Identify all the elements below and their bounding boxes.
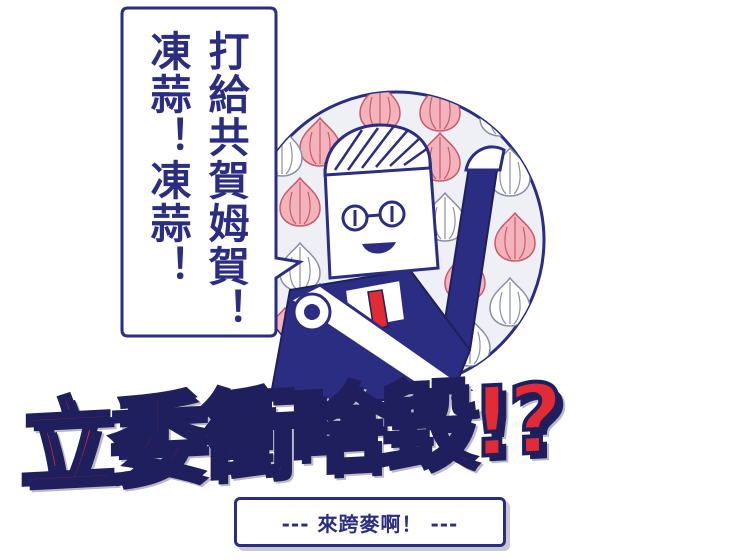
garlic-icon: [419, 92, 461, 132]
garlic-icon: [479, 92, 521, 137]
speech-line-2: 凍蒜！凍蒜！: [143, 30, 191, 288]
speech-line-1: 打給共賀姆賀！: [201, 30, 249, 331]
politician-body: [268, 268, 474, 402]
speech-bubble: [120, 6, 304, 338]
subtitle-box: --- 來跨麥啊！ ---: [234, 497, 506, 547]
subtitle-text: --- 來跨麥啊！ ---: [281, 511, 459, 536]
politician-head: [323, 123, 440, 280]
